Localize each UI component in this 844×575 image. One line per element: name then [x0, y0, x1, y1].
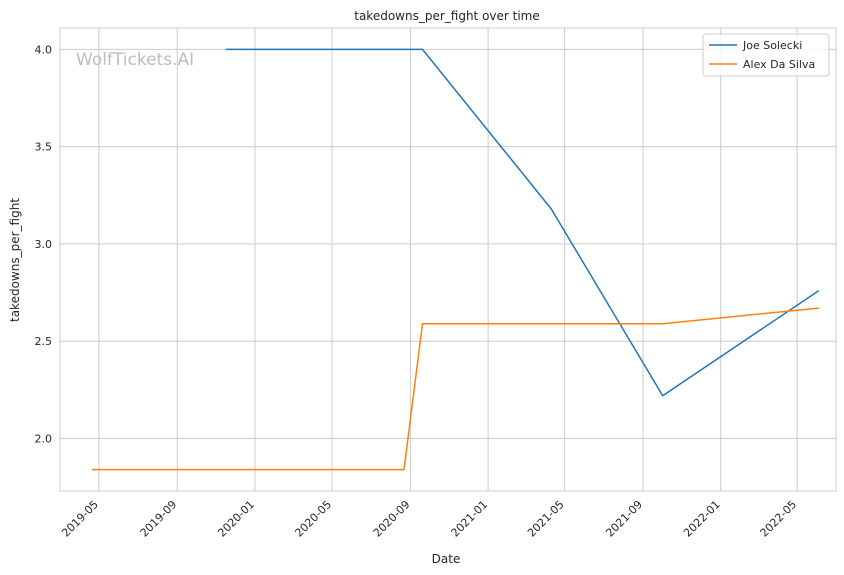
grid [60, 28, 836, 491]
y-axis-ticks: 2.0 2.5 3.0 3.5 4.0 [35, 43, 53, 445]
legend-label-joe-solecki: Joe Solecki [742, 39, 802, 52]
series-line-alex-da-silva [91, 307, 819, 471]
y-axis-label: takedowns_per_fight [8, 198, 22, 322]
plot-frame [59, 27, 837, 492]
y-tick-label: 2.0 [35, 432, 53, 445]
y-tick-label: 2.5 [35, 335, 53, 348]
legend-label-alex-da-silva: Alex Da Silva [743, 58, 815, 71]
chart-title: takedowns_per_fight over time [354, 9, 540, 23]
series-line-joe-solecki [225, 48, 820, 397]
y-tick-label: 4.0 [35, 43, 53, 56]
watermark: WolfTickets.AI [76, 50, 194, 70]
series-layer [91, 48, 820, 471]
legend: Joe Solecki Alex Da Silva [702, 33, 830, 77]
y-tick-label: 3.5 [35, 141, 53, 154]
y-tick-label: 3.0 [35, 238, 53, 251]
x-axis-label: Date [432, 552, 461, 566]
